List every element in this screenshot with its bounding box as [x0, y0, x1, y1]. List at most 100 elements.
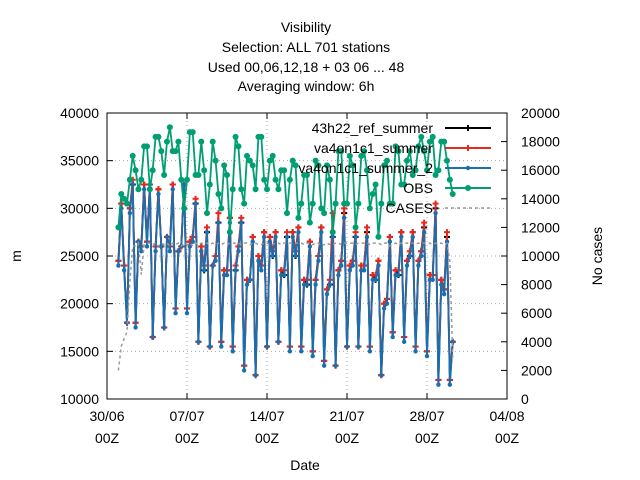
data-point — [158, 148, 165, 155]
data-point — [412, 167, 419, 174]
data-point — [415, 143, 422, 150]
data-point — [232, 133, 239, 140]
data-point — [235, 143, 242, 150]
y-tick-label: 35000 — [60, 153, 99, 169]
data-point — [181, 205, 188, 212]
data-point — [312, 157, 319, 164]
x-tick-label: 04/08 — [489, 408, 524, 424]
data-point — [132, 167, 139, 174]
y2-tick-label: 8000 — [521, 277, 552, 293]
data-point — [275, 186, 282, 193]
data-point — [396, 272, 401, 278]
data-point — [304, 171, 310, 178]
data-point — [175, 138, 182, 145]
data-point — [241, 368, 247, 373]
data-point — [199, 249, 204, 254]
data-point — [327, 282, 333, 287]
data-point — [381, 162, 388, 169]
data-point — [449, 191, 456, 198]
data-point — [286, 176, 293, 183]
data-point — [401, 339, 407, 344]
data-point — [367, 349, 373, 354]
data-point — [164, 138, 170, 145]
data-point — [379, 372, 384, 378]
data-point — [410, 234, 415, 240]
y2-tick-label: 0 — [521, 391, 529, 407]
data-point — [350, 263, 355, 268]
data-point — [284, 234, 290, 240]
data-point — [296, 229, 301, 235]
title-line-4: Averaging window: 6h — [238, 78, 375, 94]
data-point — [164, 234, 170, 240]
data-point — [389, 200, 396, 207]
data-point — [409, 171, 416, 178]
data-point — [419, 253, 424, 259]
data-point — [266, 157, 273, 164]
legend-label: OBS — [403, 180, 433, 196]
data-point — [149, 167, 156, 174]
data-point — [326, 176, 333, 183]
data-point — [395, 148, 402, 155]
y-tick-label: 25000 — [60, 248, 99, 264]
data-point — [315, 162, 322, 169]
data-point — [198, 138, 205, 145]
data-point — [190, 239, 195, 244]
data-point — [318, 205, 325, 212]
data-point — [444, 239, 450, 244]
y-tick-label: 10000 — [60, 391, 99, 407]
data-point — [309, 200, 316, 207]
data-point — [146, 186, 153, 193]
data-point — [229, 186, 236, 193]
data-point — [213, 258, 218, 263]
data-point — [212, 157, 219, 164]
data-point — [369, 191, 376, 198]
data-point — [224, 272, 230, 278]
data-point — [250, 239, 255, 244]
legend: 43h22_ref_summer va4on1c1_summer va4on1c1_… — [298, 120, 491, 216]
data-point — [307, 244, 313, 249]
data-point — [181, 182, 187, 187]
data-point — [124, 200, 130, 207]
data-point — [413, 349, 418, 354]
data-point — [384, 157, 390, 164]
data-point — [339, 263, 344, 268]
data-point — [465, 185, 471, 191]
x-tick-label: 14/07 — [249, 408, 284, 424]
data-point — [416, 263, 421, 268]
data-point — [281, 272, 287, 278]
data-point — [172, 148, 179, 155]
data-point — [346, 152, 353, 159]
data-point — [238, 186, 245, 193]
data-point — [306, 219, 313, 226]
data-point — [298, 200, 305, 207]
data-point — [246, 157, 253, 164]
data-point — [344, 344, 350, 349]
series-cases — [117, 241, 454, 371]
data-point — [252, 186, 259, 193]
y2-tick-label: 18000 — [521, 134, 560, 150]
data-point — [336, 272, 341, 278]
data-point — [136, 239, 141, 244]
data-point — [299, 349, 304, 354]
data-point — [193, 201, 198, 206]
data-point — [429, 133, 436, 140]
data-point — [289, 157, 296, 164]
data-point — [210, 263, 215, 268]
data-point — [436, 382, 441, 387]
x-axis-label: Date — [290, 457, 320, 473]
data-point — [406, 148, 413, 155]
data-point — [204, 229, 210, 235]
grid — [107, 113, 507, 399]
data-point — [155, 133, 162, 140]
data-point — [273, 234, 278, 240]
data-point — [138, 176, 145, 183]
data-point — [392, 143, 399, 150]
data-point — [135, 186, 142, 193]
data-point — [366, 205, 373, 212]
data-point — [450, 339, 455, 344]
data-point — [358, 152, 365, 159]
data-point — [324, 291, 330, 297]
data-point — [399, 234, 404, 240]
data-point — [129, 152, 136, 159]
